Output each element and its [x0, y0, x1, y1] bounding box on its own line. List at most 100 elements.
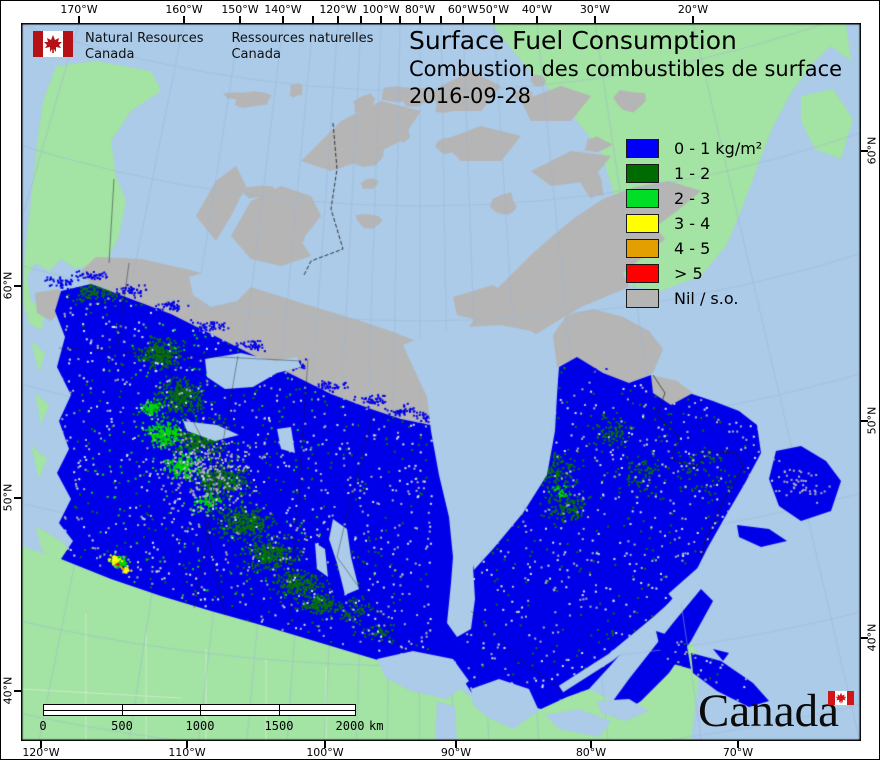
legend-label: 4 - 5 — [674, 239, 711, 258]
longitude-tick-label: 50°W — [478, 3, 510, 16]
longitude-tick — [239, 16, 241, 23]
longitude-tick-label: 80°W — [404, 3, 436, 16]
latitude-tick — [14, 497, 21, 499]
legend-label: 0 - 1 kg/m² — [674, 139, 763, 158]
longitude-tick-label: 40°W — [521, 3, 553, 16]
longitude-tick — [455, 741, 457, 748]
nrcan-en-line1: Natural Resources — [85, 31, 204, 46]
latitude-tick — [861, 420, 868, 422]
legend-label: > 5 — [674, 264, 703, 283]
legend-swatch — [626, 164, 659, 183]
map-title-fr: Combustion des combustibles de surface — [409, 57, 843, 81]
scale-label: 500 — [111, 719, 133, 733]
legend: 0 - 1 kg/m² 1 - 2 2 - 3 3 - 4 4 - 5 > 5 Nil / … — [626, 136, 762, 311]
longitude-tick-label: 70°W — [722, 746, 754, 759]
legend-swatch — [626, 139, 659, 158]
longitude-tick-label: 150°W — [221, 3, 259, 16]
longitude-tick — [737, 741, 739, 748]
longitude-tick-label: 90°W — [440, 746, 472, 759]
scale-bar-midline — [44, 710, 355, 711]
canada-flag-icon — [33, 31, 73, 57]
latitude-tick-label: 50°N — [1, 483, 15, 512]
legend-label: 3 - 4 — [674, 214, 711, 233]
longitude-tick-label: 110°W — [168, 746, 206, 759]
map-title-block: Surface Fuel Consumption Combustion des … — [409, 25, 842, 110]
latitude-tick — [861, 637, 868, 639]
map-date: 2016-09-28 — [409, 84, 532, 108]
longitude-tick — [462, 16, 464, 23]
legend-item: 1 - 2 — [626, 161, 762, 186]
legend-label: Nil / s.o. — [674, 289, 739, 308]
nrcan-name-fr: Ressources naturelles Canada — [231, 31, 373, 63]
longitude-minor-tick — [312, 16, 314, 23]
legend-swatch — [626, 239, 659, 258]
map-canvas — [21, 23, 861, 741]
legend-item: > 5 — [626, 261, 762, 286]
longitude-tick-label: 20°W — [677, 3, 709, 16]
longitude-minor-tick — [440, 16, 442, 23]
longitude-tick — [493, 16, 495, 23]
longitude-tick-label: 140°W — [264, 3, 302, 16]
scale-division — [200, 705, 201, 715]
legend-item: 2 - 3 — [626, 186, 762, 211]
longitude-tick — [337, 16, 339, 23]
scale-label: 2000 — [335, 719, 365, 733]
nrcan-en-line2: Canada — [85, 47, 135, 62]
canada-wordmark: Canada — [698, 685, 839, 737]
longitude-tick — [594, 16, 596, 23]
longitude-tick — [40, 741, 42, 748]
legend-item: Nil / s.o. — [626, 286, 762, 311]
scale-division — [279, 705, 280, 715]
latitude-tick — [14, 285, 21, 287]
longitude-tick-label: 60°W — [447, 3, 479, 16]
longitude-tick-label: 120°W — [22, 746, 60, 759]
longitude-minor-tick — [399, 16, 401, 23]
scale-bar — [43, 704, 356, 716]
latitude-tick-label: 40°N — [1, 676, 15, 705]
latitude-tick-label: 60°N — [865, 136, 879, 165]
longitude-tick — [324, 741, 326, 748]
latitude-tick-label: 40°N — [865, 623, 879, 652]
longitude-tick-label: 160°W — [165, 3, 203, 16]
latitude-tick — [14, 690, 21, 692]
legend-item: 4 - 5 — [626, 236, 762, 261]
legend-item: 0 - 1 kg/m² — [626, 136, 762, 161]
longitude-tick — [536, 16, 538, 23]
latitude-tick-label: 60°N — [1, 271, 15, 300]
legend-swatch — [626, 289, 659, 308]
latitude-tick — [861, 150, 868, 152]
wordmark-flag-icon — [828, 691, 854, 705]
longitude-tick — [590, 741, 592, 748]
nrcan-signature: Natural Resources Canada Ressources natu… — [33, 31, 373, 63]
longitude-tick-label: 80°W — [575, 746, 607, 759]
scale-unit-label: km — [369, 719, 384, 733]
nrcan-name-en: Natural Resources Canada — [85, 31, 203, 63]
longitude-tick — [78, 16, 80, 23]
legend-item: 3 - 4 — [626, 211, 762, 236]
longitude-tick-label: 100°W — [306, 746, 344, 759]
scale-label: 1000 — [185, 719, 215, 733]
longitude-tick — [692, 16, 694, 23]
longitude-tick — [380, 16, 382, 23]
legend-label: 1 - 2 — [674, 164, 711, 183]
longitude-tick-label: 120°W — [319, 3, 357, 16]
longitude-tick — [183, 16, 185, 23]
legend-swatch — [626, 214, 659, 233]
scale-label: 0 — [39, 719, 47, 733]
nrcan-fr-line1: Ressources naturelles — [231, 31, 374, 46]
legend-swatch — [626, 264, 659, 283]
scale-division — [122, 705, 123, 715]
longitude-tick — [419, 16, 421, 23]
latitude-tick-label: 50°N — [865, 406, 879, 435]
longitude-tick — [186, 741, 188, 748]
scale-label: 1500 — [264, 719, 294, 733]
longitude-tick-label: 170°W — [60, 3, 98, 16]
longitude-minor-tick — [360, 16, 362, 23]
longitude-tick — [282, 16, 284, 23]
nrcan-fr-line2: Canada — [231, 47, 281, 62]
map-title-en: Surface Fuel Consumption — [409, 26, 737, 55]
longitude-tick-label: 30°W — [579, 3, 611, 16]
longitude-tick-label: 100°W — [362, 3, 400, 16]
legend-label: 2 - 3 — [674, 189, 711, 208]
